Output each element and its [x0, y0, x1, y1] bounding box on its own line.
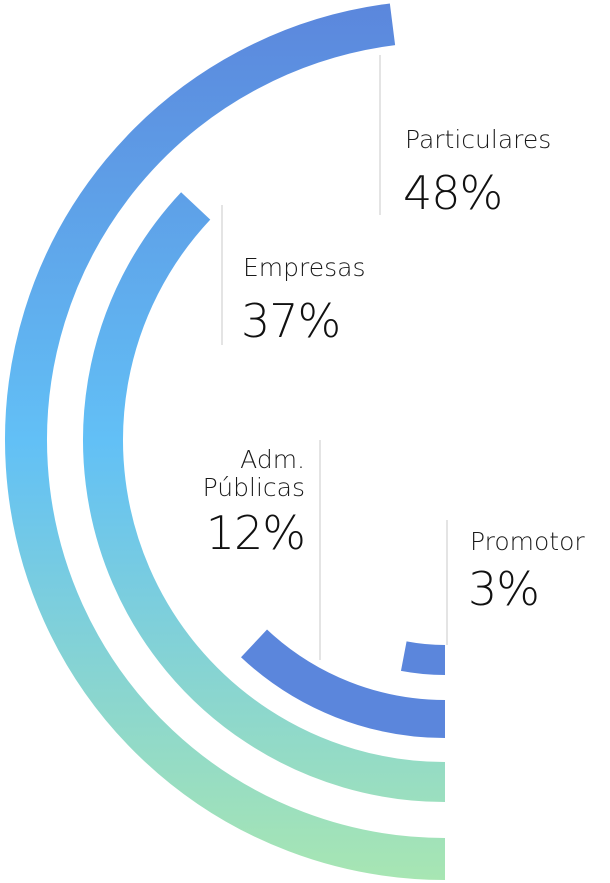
category-label: Adm. Públicas: [202, 445, 305, 502]
category-label: Promotor: [470, 527, 585, 556]
value-label: 3%: [468, 562, 540, 616]
value-label: 48%: [403, 166, 503, 220]
radial-bar: [400, 641, 446, 675]
radial-bar: [241, 629, 446, 738]
radial-bar: [5, 3, 446, 880]
value-label: 37%: [241, 294, 341, 348]
radial-bar: [83, 192, 446, 802]
category-label: Particulares: [405, 125, 552, 154]
value-label: 12%: [205, 506, 306, 560]
category-label: Empresas: [243, 253, 366, 282]
